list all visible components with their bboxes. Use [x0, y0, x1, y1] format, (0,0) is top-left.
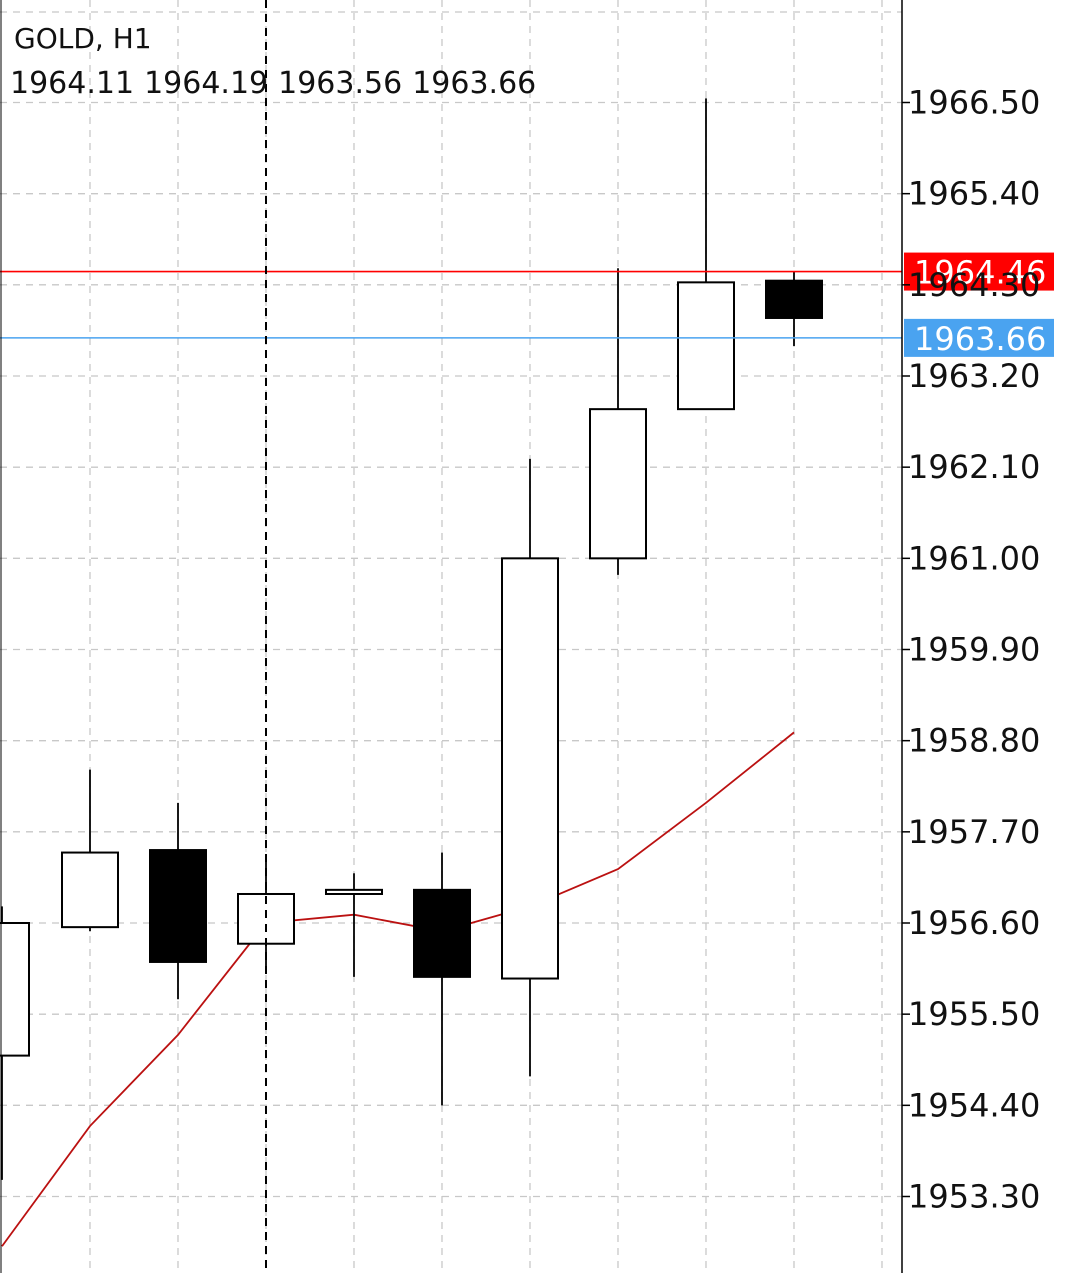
price-tick-label: 1958.80 [908, 722, 1040, 760]
bear-candle-body [149, 849, 207, 963]
candle [765, 271, 823, 347]
grid-lines [0, 0, 902, 1273]
price-tick-label: 1959.90 [908, 631, 1040, 669]
bull-candle-body [0, 922, 30, 1057]
price-tick-label: 1964.30 [908, 266, 1040, 304]
candle [61, 769, 119, 932]
price-tick-label: 1965.40 [908, 175, 1040, 213]
candles [0, 98, 823, 1180]
bull-candle-body [677, 281, 735, 411]
bear-candle-body [765, 279, 823, 319]
candle [413, 852, 471, 1106]
candle [0, 906, 30, 1180]
candle [149, 802, 207, 1000]
price-tick-label: 1954.40 [908, 1086, 1040, 1124]
moving-average-line [1, 731, 795, 1247]
price-tick-label: 1956.60 [908, 904, 1040, 942]
price-tick-label: 1957.70 [908, 813, 1040, 851]
price-tick-label: 1962.10 [908, 448, 1040, 486]
bull-candle-body [61, 851, 119, 929]
bull-candle-body [325, 888, 383, 895]
candle [589, 268, 647, 575]
price-tick-label: 1953.30 [908, 1178, 1040, 1216]
ma-polyline [1, 731, 795, 1247]
price-axis[interactable]: 1966.50 1965.40 1964.30 1963.20 1962.10 1961.… [0, 0, 1040, 1273]
price-tick-label: 1955.50 [908, 995, 1040, 1033]
candle [677, 98, 735, 411]
bull-candle-body [589, 408, 647, 560]
bear-candle-body [413, 888, 471, 978]
price-tag [904, 318, 1054, 357]
price-tag-label: 1963.66 [914, 320, 1046, 358]
price-tag-label: 1964.46 [914, 254, 1046, 292]
price-tag [904, 252, 1054, 291]
price-tick-label: 1963.20 [908, 357, 1040, 395]
bull-candle-body [501, 557, 559, 980]
price-tick-label: 1966.50 [908, 84, 1040, 122]
price-lines: 1964.46 1963.66 [0, 252, 1054, 358]
price-tick-label: 1961.00 [908, 539, 1040, 577]
candle [325, 873, 383, 977]
candle [501, 458, 559, 1077]
